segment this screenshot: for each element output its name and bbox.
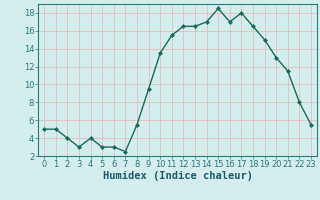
X-axis label: Humidex (Indice chaleur): Humidex (Indice chaleur) [103,171,252,181]
